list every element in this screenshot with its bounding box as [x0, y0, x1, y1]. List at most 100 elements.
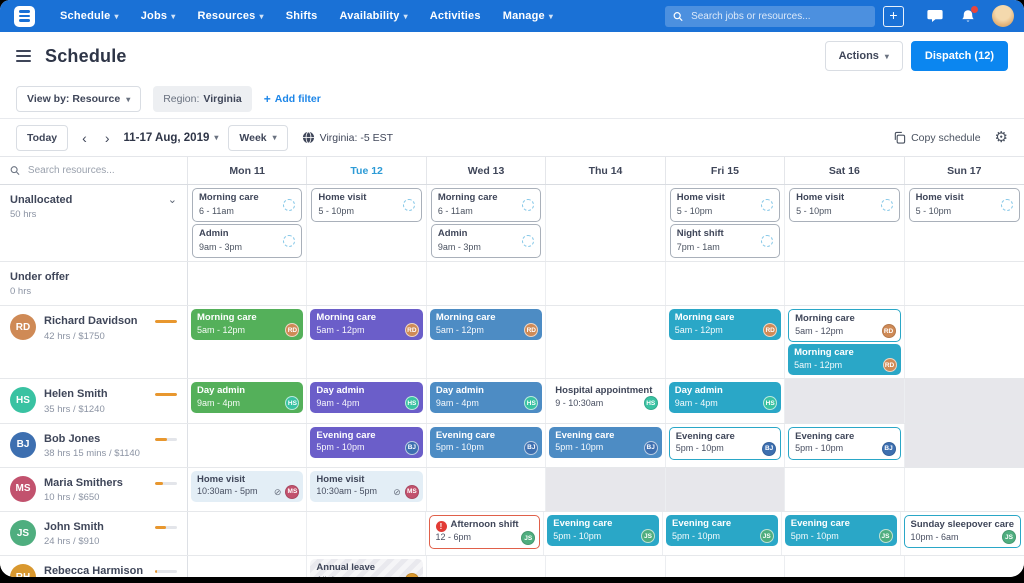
unallocated-shift-chip[interactable]: Home visit 5 - 10pm [789, 188, 900, 222]
prev-week-icon[interactable]: ‹ [82, 129, 87, 146]
schedule-day-cell[interactable] [665, 467, 786, 512]
unallocated-day-cell[interactable] [546, 185, 666, 261]
today-button[interactable]: Today [16, 124, 69, 151]
date-range-select[interactable]: 11-17 Aug, 2019 ▾ [123, 131, 219, 144]
unallocated-shift-chip[interactable]: Morning care 6 - 11am [430, 188, 542, 222]
shift-chip[interactable]: Day admin 9am - 4pm HS [668, 382, 782, 414]
nav-item-activities[interactable]: Activities [419, 0, 492, 32]
next-week-icon[interactable]: › [104, 129, 110, 146]
nav-item-manage[interactable]: Manage ▾ [492, 0, 564, 32]
schedule-day-cell[interactable]: Morning care 5am - 12pm RD [307, 306, 427, 379]
shift-chip[interactable]: Evening care 5pm - 10pm BJ [788, 426, 901, 460]
schedule-day-cell[interactable] [785, 467, 905, 512]
schedule-day-cell[interactable] [546, 467, 666, 512]
schedule-day-cell[interactable]: Evening care 5pm - 10pm JS [544, 512, 663, 556]
actions-button[interactable]: Actions ▾ [824, 41, 903, 71]
schedule-day-cell[interactable] [546, 556, 666, 577]
collapse-chevron-icon[interactable]: ⌄ [167, 194, 177, 206]
shift-chip[interactable]: Home visit 10:30am - 5pm ⊘ MS [310, 470, 423, 502]
under-offer-day-cell[interactable] [785, 261, 905, 306]
under-offer-day-cell[interactable] [307, 261, 427, 306]
schedule-day-cell[interactable] [188, 423, 308, 467]
schedule-day-cell[interactable] [307, 512, 426, 556]
shift-chip[interactable]: Day admin 9am - 4pm HS [310, 382, 423, 414]
shift-chip[interactable]: Day admin 9am - 4pm HS [191, 382, 304, 414]
unallocated-day-cell[interactable]: Home visit 5 - 10pm [307, 185, 427, 261]
schedule-day-cell[interactable]: Morning care 5am - 12pm RD [427, 306, 547, 379]
unallocated-shift-chip[interactable]: Night shift 7pm - 1am [669, 223, 781, 258]
skedulo-logo-icon[interactable] [14, 5, 35, 27]
global-search-input[interactable] [689, 9, 867, 23]
nav-item-schedule[interactable]: Schedule ▾ [49, 0, 130, 32]
unallocated-day-cell[interactable]: Home visit 5 - 10pm [905, 185, 1024, 261]
schedule-day-cell[interactable] [904, 379, 1024, 423]
schedule-day-cell[interactable]: Hospital appointment 9 - 10:30am HS [546, 379, 666, 423]
shift-chip[interactable]: Evening care 5pm - 10pm BJ [310, 426, 423, 458]
hamburger-menu-icon[interactable] [16, 50, 31, 62]
unallocated-day-cell[interactable]: Home visit 5 - 10pm [785, 185, 905, 261]
schedule-day-cell[interactable] [785, 556, 905, 577]
schedule-day-cell[interactable]: Evening care 5pm - 10pm BJ [546, 423, 666, 467]
under-offer-day-cell[interactable] [905, 262, 1024, 305]
schedule-day-cell[interactable]: Morning care 5am - 12pm RD [666, 306, 786, 379]
schedule-day-cell[interactable]: Evening care 5pm - 10pm JS [782, 512, 901, 556]
shift-chip[interactable]: Hospital appointment 9 - 10:30am HS [549, 382, 661, 413]
unallocated-shift-chip[interactable]: Home visit 5 - 10pm [908, 188, 1020, 222]
nav-item-jobs[interactable]: Jobs ▾ [130, 0, 187, 32]
schedule-day-cell[interactable] [785, 379, 905, 423]
schedule-day-cell[interactable]: Evening care 5pm - 10pm BJ [666, 423, 786, 467]
schedule-day-cell[interactable] [546, 306, 666, 379]
shift-chip[interactable]: Home visit 10:30am - 5pm ⊘ MS [191, 470, 304, 502]
schedule-day-cell[interactable] [904, 423, 1024, 467]
resource-search[interactable] [0, 157, 188, 184]
shift-chip[interactable]: Morning care 5am - 12pm RD [191, 309, 304, 341]
unallocated-shift-chip[interactable]: Admin 9am - 3pm [192, 223, 303, 258]
view-mode-select[interactable]: Week ▾ [228, 124, 288, 151]
schedule-day-cell[interactable]: Annual leaveAll dayRH [307, 556, 427, 577]
shift-chip[interactable]: Day admin 9am - 4pm HS [429, 382, 543, 414]
under-offer-day-cell[interactable] [188, 261, 308, 306]
schedule-day-cell[interactable] [666, 556, 786, 577]
schedule-day-cell[interactable]: Home visit 10:30am - 5pm ⊘ MS [307, 467, 427, 512]
unallocated-day-cell[interactable]: Morning care 6 - 11am Admin 9am - 3pm [427, 185, 547, 261]
schedule-day-cell[interactable] [427, 556, 547, 577]
schedule-day-cell[interactable] [905, 468, 1024, 511]
region-filter-chip[interactable]: Region: Virginia [153, 86, 252, 112]
nav-item-availability[interactable]: Availability ▾ [328, 0, 418, 32]
shift-chip[interactable]: Sunday sleepover care 10pm - 6am JS [903, 515, 1021, 549]
add-filter-button[interactable]: + Add filter [263, 92, 321, 106]
user-avatar[interactable] [992, 5, 1014, 27]
settings-gear-icon[interactable]: ⚙ [994, 129, 1008, 146]
shift-chip[interactable]: ! Afternoon shift 12 - 6pm JS [428, 515, 541, 550]
schedule-day-cell[interactable] [905, 306, 1024, 378]
nav-item-shifts[interactable]: Shifts [275, 0, 329, 32]
shift-chip[interactable]: Evening care 5pm - 10pm BJ [668, 426, 782, 460]
dispatch-button[interactable]: Dispatch (12) [910, 41, 1008, 71]
schedule-day-cell[interactable]: Evening care 5pm - 10pm BJ [307, 423, 427, 467]
schedule-day-cell[interactable]: Evening care 5pm - 10pm BJ [427, 423, 547, 467]
view-by-select[interactable]: View by: Resource ▾ [16, 86, 142, 112]
schedule-day-cell[interactable]: Day admin 9am - 4pm HS [307, 379, 427, 423]
shift-chip[interactable]: Evening care 5pm - 10pm JS [784, 515, 897, 547]
unallocated-shift-chip[interactable]: Morning care 6 - 11am [192, 188, 303, 222]
schedule-day-cell[interactable] [905, 556, 1024, 577]
schedule-day-cell[interactable]: Day admin 9am - 4pm HS [188, 379, 308, 423]
schedule-day-cell[interactable] [427, 467, 547, 512]
shift-chip[interactable]: Morning care 5am - 12pm RD [668, 309, 782, 341]
resource-search-input[interactable] [25, 164, 177, 177]
shift-chip[interactable]: Evening care 5pm - 10pm JS [666, 515, 778, 547]
chat-icon[interactable] [927, 9, 943, 23]
nav-item-resources[interactable]: Resources ▾ [186, 0, 274, 32]
under-offer-day-cell[interactable] [546, 261, 666, 306]
under-offer-day-cell[interactable] [427, 261, 547, 306]
unallocated-shift-chip[interactable]: Home visit 5 - 10pm [311, 188, 422, 222]
schedule-day-cell[interactable]: Morning care 5am - 12pm RD Morning care 5am … [785, 306, 905, 379]
shift-chip[interactable]: Morning care 5am - 12pm RD [429, 309, 543, 341]
shift-chip[interactable]: Morning care 5am - 12pm RD [788, 309, 901, 343]
schedule-day-cell[interactable]: Sunday sleepover care 10pm - 6am JS [901, 512, 1024, 555]
schedule-day-cell[interactable]: Home visit 10:30am - 5pm ⊘ MS [188, 467, 308, 512]
under-offer-day-cell[interactable] [666, 261, 786, 306]
shift-chip[interactable]: Evening care 5pm - 10pm JS [547, 515, 659, 547]
shift-chip[interactable]: Morning care 5am - 12pm RD [788, 344, 901, 376]
unallocated-shift-chip[interactable]: Home visit 5 - 10pm [669, 188, 781, 222]
